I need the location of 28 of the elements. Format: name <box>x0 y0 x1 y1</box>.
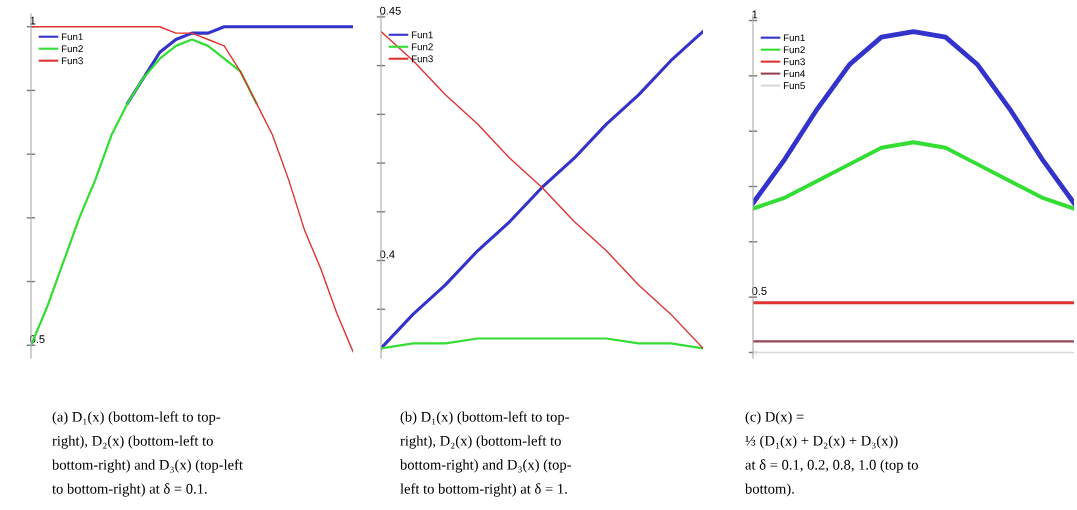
legend-label: Fun1 <box>61 33 83 41</box>
legend-label: Fun1 <box>411 31 433 39</box>
text: right), D₂(x) (bottom-left to <box>400 435 561 449</box>
text: (a) D₁(x) (bottom-left to top- <box>52 411 221 425</box>
text: bottom-right) and D₃(x) (top-left <box>52 459 243 473</box>
y-tick-label: 1 <box>752 10 758 19</box>
text: bottom-right) and D₃(x) (top- <box>400 459 572 473</box>
text: at δ = 0.1, 0.2, 0.8, 1.0 (top to <box>745 459 918 473</box>
text: bottom). <box>745 483 794 497</box>
legend-label: Fun2 <box>61 45 83 53</box>
legend-label: Fun3 <box>61 57 83 65</box>
text: to bottom-right) at δ = 0.1. <box>52 483 207 497</box>
legend-label: Fun2 <box>411 43 433 51</box>
y-tick-label: 1 <box>30 16 36 25</box>
text: ⅓ (D₁(x) + D₂(x) + D₃(x)) <box>745 435 898 449</box>
text: (b) D₁(x) (bottom-left to top- <box>400 411 569 425</box>
text: left to bottom-right) at δ = 1. <box>400 483 567 497</box>
legend-label: Fun5 <box>783 82 805 90</box>
legend-label: Fun2 <box>783 46 805 54</box>
text: (c) D(x) = <box>745 411 804 425</box>
legend-label: Fun1 <box>783 34 805 42</box>
legend-label: Fun3 <box>411 55 433 63</box>
y-tick-label: 0.4 <box>380 250 395 259</box>
y-tick-label: 0.5 <box>752 287 767 295</box>
legend-label: Fun3 <box>783 58 805 66</box>
text: right), D₂(x) (bottom-left to <box>52 435 213 449</box>
y-tick-label: 0.45 <box>380 6 401 15</box>
legend-label: Fun4 <box>783 70 806 78</box>
